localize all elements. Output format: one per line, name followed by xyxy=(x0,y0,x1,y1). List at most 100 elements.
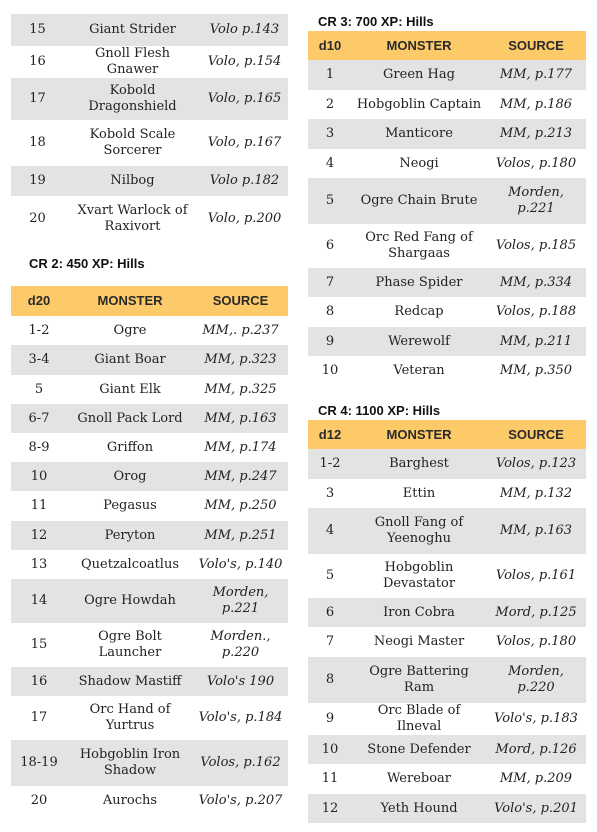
monster-name: Wereboar xyxy=(386,771,452,786)
cr3-heading: CR 3: 700 XP: Hills xyxy=(318,14,434,29)
source-cell: MM, p.163 xyxy=(193,404,288,433)
die-column-header: d12 xyxy=(308,420,352,449)
monster-column-header: MONSTER xyxy=(352,420,486,449)
source-cell: MM, p.132 xyxy=(499,485,573,501)
table-row: 12 Yeth Hound Volo's, p.201 xyxy=(308,794,586,823)
monster-name: Aurochs xyxy=(102,792,158,808)
monster-name: Werewolf xyxy=(352,327,486,356)
roll-cell: 17 xyxy=(11,78,64,120)
monster-name: Nilbog xyxy=(64,166,201,196)
roll-cell: 20 xyxy=(30,792,48,808)
cr2-table-wrap: d20 MONSTER SOURCE 1-2 Ogre MM,. p.237 3-4 G… xyxy=(11,286,288,815)
monster-name: Giant Strider xyxy=(64,14,201,46)
source-cell: Volo, p.200 xyxy=(207,211,282,226)
roll-cell: 5 xyxy=(308,178,352,224)
source-cell: Morden, p.220 xyxy=(486,657,586,703)
source-cell: MM, p.334 xyxy=(486,268,586,297)
roll-cell: 13 xyxy=(30,556,48,572)
monster-name: Phase Spider xyxy=(352,268,486,297)
source-cell: MM, p.325 xyxy=(204,381,277,397)
roll-cell: 12 xyxy=(11,521,67,550)
monster-name: Griffon xyxy=(106,439,154,455)
roll-cell: 17 xyxy=(30,710,48,725)
roll-cell: 6 xyxy=(308,598,352,627)
source-cell: MM, p.174 xyxy=(204,439,277,455)
source-cell: MM, p.209 xyxy=(499,771,573,786)
source-cell: Volos, p.161 xyxy=(495,568,577,583)
table-row: 9 Orc Blade of Ilneval Volo's, p.183 xyxy=(308,703,586,735)
table-row: 19 Nilbog Volo p.182 xyxy=(11,166,288,196)
roll-cell: 20 xyxy=(29,211,46,226)
left-continuation-table-wrap: 15 Giant Strider Volo p.143 16 Gnoll Flesh G… xyxy=(11,14,288,242)
cr4-heading: CR 4: 1100 XP: Hills xyxy=(318,403,441,418)
roll-cell: 9 xyxy=(325,711,335,726)
monster-name: Giant Boar xyxy=(67,345,193,375)
table-row: 7 Phase Spider MM, p.334 xyxy=(308,268,586,297)
table-row: 20 Aurochs Volo's, p.207 xyxy=(11,786,288,815)
source-cell: Volo p.182 xyxy=(201,166,288,196)
source-cell: Mord, p.126 xyxy=(486,735,586,764)
source-cell: Volo's, p.184 xyxy=(198,710,283,725)
monster-name: Yeth Hound xyxy=(352,794,486,823)
cr4-table-header: d12 MONSTER SOURCE xyxy=(308,420,586,449)
monster-name: Hobgoblin Iron Shadow xyxy=(67,740,193,786)
source-cell: MM, p.247 xyxy=(193,462,288,491)
monster-name: Orc Red Fang of Shargaas xyxy=(365,230,473,261)
monster-name: Iron Cobra xyxy=(352,598,486,627)
roll-cell: 7 xyxy=(308,268,352,297)
roll-cell: 8 xyxy=(308,657,352,703)
source-cell: MM, p.211 xyxy=(486,327,586,356)
table-row: 11 Pegasus MM, p.250 xyxy=(11,491,288,521)
monster-name: Quetzalcoatlus xyxy=(81,556,179,572)
cr4-table-wrap: d12 MONSTER SOURCE 1-2 Barghest Volos, p.1… xyxy=(308,420,586,823)
roll-cell: 5 xyxy=(34,381,44,397)
monster-name: Kobold Scale Sorcerer xyxy=(89,127,176,158)
source-cell: Volos, p.188 xyxy=(495,304,577,319)
table-row: 5 Giant Elk MM, p.325 xyxy=(11,375,288,404)
source-column-header: SOURCE xyxy=(193,286,288,316)
table-row: 3-4 Giant Boar MM, p.323 xyxy=(11,345,288,375)
monster-name: Ogre Howdah xyxy=(67,579,193,623)
die-column-header: d20 xyxy=(11,286,67,316)
table-row: 8 Redcap Volos, p.188 xyxy=(308,297,586,327)
source-cell: MM,. p.237 xyxy=(202,322,279,338)
roll-cell: 1-2 xyxy=(308,449,352,479)
roll-cell: 8 xyxy=(325,304,335,319)
roll-cell: 14 xyxy=(11,579,67,623)
table-row: 10 Veteran MM, p.350 xyxy=(308,356,586,385)
table-row: 9 Werewolf MM, p.211 xyxy=(308,327,586,356)
cr2-heading: CR 2: 450 XP: Hills xyxy=(29,256,145,271)
table-row: 16 Gnoll Flesh Gnawer Volo, p.154 xyxy=(11,46,288,78)
table-row: 15 Giant Strider Volo p.143 xyxy=(11,14,288,46)
monster-name: Orog xyxy=(67,462,193,491)
roll-cell: 1-2 xyxy=(28,322,50,338)
roll-cell: 4 xyxy=(308,508,352,554)
table-row: 7 Neogi Master Volos, p.180 xyxy=(308,627,586,657)
roll-cell: 7 xyxy=(325,634,335,649)
roll-cell: 3 xyxy=(308,119,352,149)
monster-name: Redcap xyxy=(394,304,444,319)
monster-name: Gnoll Pack Lord xyxy=(67,404,193,433)
source-cell: Volo p.143 xyxy=(201,14,288,46)
monster-name: Gnoll Flesh Gnawer xyxy=(95,46,170,77)
monster-name: Ogre xyxy=(113,322,147,338)
source-cell: MM, p.350 xyxy=(499,362,573,378)
roll-cell: 4 xyxy=(325,155,335,171)
source-cell: Mord, p.125 xyxy=(486,598,586,627)
roll-cell: 18-19 xyxy=(11,740,67,786)
table-row: 4 Neogi Volos, p.180 xyxy=(308,149,586,178)
table-row: 8 Ogre Battering Ram Morden, p.220 xyxy=(308,657,586,703)
table-row: 18 Kobold Scale Sorcerer Volo, p.167 xyxy=(11,120,288,166)
monster-name: Veteran xyxy=(393,362,445,378)
cr3-table: d10 MONSTER SOURCE 1 Green Hag MM, p.177 2 H… xyxy=(308,31,586,385)
monster-name: Xvart Warlock of Raxivort xyxy=(77,203,188,234)
table-row: 3 Ettin MM, p.132 xyxy=(308,479,586,508)
cr2-table: d20 MONSTER SOURCE 1-2 Ogre MM,. p.237 3-4 G… xyxy=(11,286,288,815)
cr1-table-continued: 15 Giant Strider Volo p.143 16 Gnoll Flesh G… xyxy=(11,14,288,242)
source-cell: Morden, p.221 xyxy=(486,178,586,224)
roll-cell: 18 xyxy=(29,135,46,150)
table-row: 10 Orog MM, p.247 xyxy=(11,462,288,491)
source-cell: Volo, p.154 xyxy=(207,54,282,69)
table-row: 1-2 Ogre MM,. p.237 xyxy=(11,316,288,345)
roll-cell: 12 xyxy=(308,794,352,823)
